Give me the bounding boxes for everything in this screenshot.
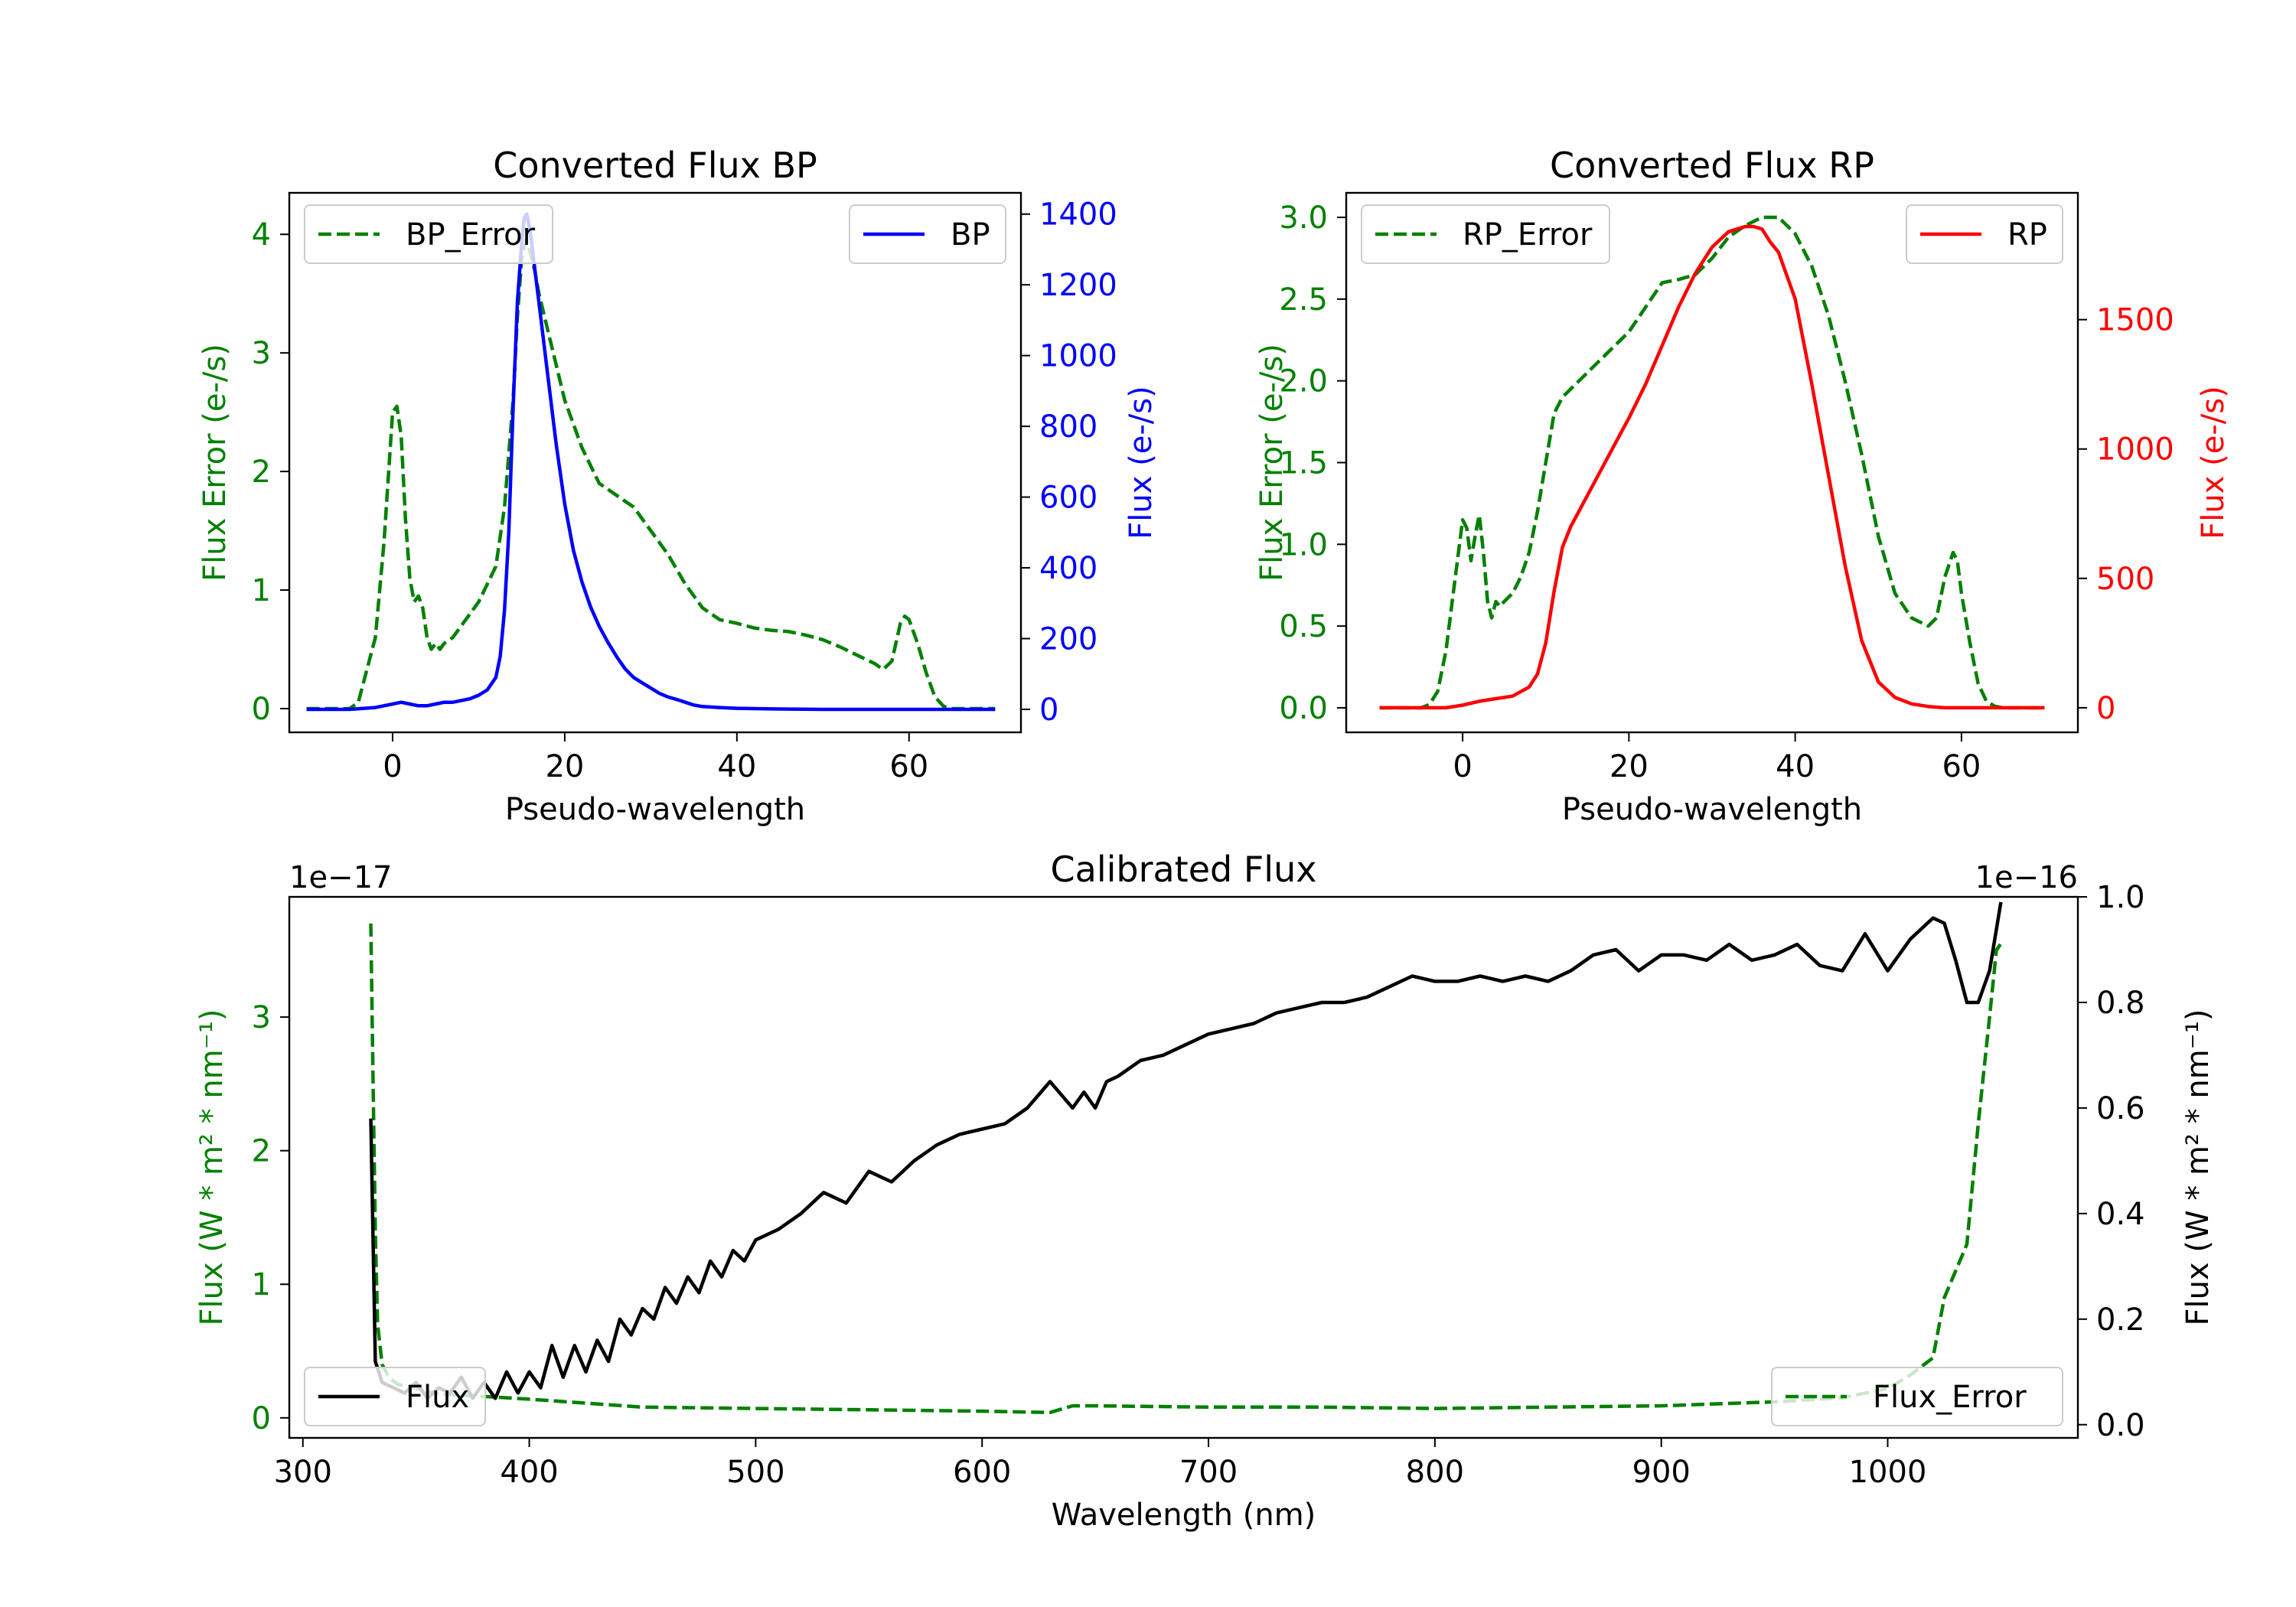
legend-label: BP_Error <box>406 217 536 253</box>
y-left-tick-label: 2.0 <box>1279 364 1328 399</box>
axes-frame <box>1345 191 2079 734</box>
y-right-tick-label: 1200 <box>1039 268 1117 303</box>
y-right-tick-label: 0.8 <box>2096 986 2145 1021</box>
y-right-tick-label: 0.4 <box>2096 1197 2145 1232</box>
y-right-tick-label: 200 <box>1039 621 1097 657</box>
y-left-tick-label: 0.5 <box>1279 609 1328 644</box>
x-tick-label: 20 <box>1609 749 1649 784</box>
y-left-tick-label: 2 <box>252 455 271 490</box>
y-right-tick-label: 0.0 <box>2096 1408 2145 1443</box>
y-left-tick-label: 1.5 <box>1279 446 1328 481</box>
y-right-axis-label: Flux (W * m² * nm⁻¹) <box>2180 1009 2216 1326</box>
x-axis-label: Wavelength (nm) <box>1052 1498 1316 1533</box>
y-left-tick-label: 3 <box>252 336 271 371</box>
y-left-tick-label: 2 <box>252 1134 271 1169</box>
y-right-tick-label: 0 <box>1039 693 1058 728</box>
y-right-tick-label: 1.0 <box>2096 880 2145 915</box>
legend-right: BP <box>849 204 1006 264</box>
series-line-rp <box>1379 224 2045 710</box>
legend-box <box>1361 204 1610 264</box>
y-right-tick-label: 1000 <box>2096 432 2174 468</box>
y-left-tick-label: 0 <box>252 692 271 727</box>
legend-label: Flux_Error <box>1873 1380 2027 1415</box>
y-left-tick-label: 3 <box>252 1000 271 1035</box>
y-left-axis-label: Flux Error (e-/s) <box>197 344 233 582</box>
y-left-tick-label: 1 <box>252 573 271 608</box>
x-tick-label: 0 <box>383 749 402 784</box>
y-right-tick-label: 500 <box>2096 562 2154 597</box>
series-line-bp <box>306 212 996 712</box>
legend-box <box>304 204 553 264</box>
legend-box <box>1771 1367 2063 1426</box>
y-left-tick-label: 3.0 <box>1279 200 1328 236</box>
y-right-tick-label: 0.2 <box>2096 1302 2145 1338</box>
series-line-bp-error <box>306 238 996 711</box>
y-left-tick-label: 1.0 <box>1279 527 1328 562</box>
axes-frame <box>288 895 2079 1439</box>
x-tick-label: 40 <box>717 749 756 784</box>
x-tick-label: 800 <box>1406 1455 1464 1490</box>
chart-title: Converted Flux BP <box>493 145 817 186</box>
y-right-axis-label: Flux (e-/s) <box>1124 386 1159 539</box>
x-tick-label: 500 <box>726 1455 784 1490</box>
legend-left: Flux <box>304 1367 486 1426</box>
chart-1: 0 20 40 60012340200400600800100012001400Con… <box>197 145 1159 827</box>
legend-left: BP_Error <box>304 204 553 264</box>
legend-left: RP_Error <box>1361 204 1610 264</box>
axes-frame <box>288 191 1022 734</box>
y-right-tick-label: 1400 <box>1039 197 1117 233</box>
y-right-tick-label: 600 <box>1039 481 1097 516</box>
x-tick-label: 60 <box>1942 749 1981 784</box>
legend-box <box>849 204 1006 264</box>
y-left-axis-label: Flux Error (e-/s) <box>1254 344 1290 582</box>
y-left-tick-label: 0 <box>252 1401 271 1436</box>
y-right-offset-label: 1e−16 <box>1975 860 2078 895</box>
x-axis-label: Pseudo-wavelength <box>505 792 805 827</box>
series-line-rp-error <box>1379 215 2045 710</box>
legend-right: RP <box>1906 204 2063 264</box>
y-left-axis-label: Flux (W * m² * nm⁻¹) <box>194 1009 230 1326</box>
y-left-tick-label: 0.0 <box>1279 691 1328 726</box>
legend-box <box>1906 204 2063 264</box>
legend-label: RP <box>2007 217 2047 253</box>
x-tick-label: 300 <box>274 1455 332 1490</box>
chart-2: 0 20 40 60 0.0 0.5 1.0 1.5 2.0 2.5 3.0 0 500 1000 1500… <box>1254 145 2231 827</box>
chart-title: Converted Flux RP <box>1550 145 1874 186</box>
legend-right: Flux_Error <box>1771 1367 2063 1426</box>
x-tick-label: 60 <box>889 749 928 784</box>
x-tick-label: 1000 <box>1849 1455 1927 1490</box>
y-right-tick-label: 800 <box>1039 409 1097 445</box>
x-tick-label: 400 <box>500 1455 558 1490</box>
y-left-tick-label: 1 <box>252 1267 271 1302</box>
legend-label: RP_Error <box>1463 217 1593 253</box>
x-tick-label: 600 <box>953 1455 1011 1490</box>
x-tick-label: 900 <box>1632 1455 1691 1490</box>
x-tick-label: 20 <box>545 749 584 784</box>
y-left-tick-label: 4 <box>252 217 271 253</box>
y-right-tick-label: 400 <box>1039 551 1097 586</box>
y-right-tick-label: 1000 <box>1039 339 1117 374</box>
y-right-axis-label: Flux (e-/s) <box>2196 386 2231 539</box>
y-right-tick-label: 0.6 <box>2096 1091 2145 1126</box>
y-left-tick-label: 2.5 <box>1279 282 1328 318</box>
legend-label: BP <box>951 217 990 253</box>
chart-title: Calibrated Flux <box>1051 849 1317 890</box>
legend-label: Flux <box>406 1380 469 1415</box>
y-right-tick-label: 1500 <box>2096 303 2174 338</box>
x-tick-label: 40 <box>1776 749 1815 784</box>
y-right-tick-label: 0 <box>2096 691 2115 726</box>
series-line-flux <box>369 901 2003 1400</box>
x-axis-label: Pseudo-wavelength <box>1562 792 1862 827</box>
x-tick-label: 700 <box>1179 1455 1238 1490</box>
y-left-offset-label: 1e−17 <box>289 860 392 895</box>
legend-box <box>304 1367 486 1426</box>
chart-3: 300 400 500 600 700 800 900 1000 0 1 2 3 0.0 0.2 0.4 0.… <box>194 849 2216 1533</box>
x-tick-label: 0 <box>1453 749 1472 784</box>
